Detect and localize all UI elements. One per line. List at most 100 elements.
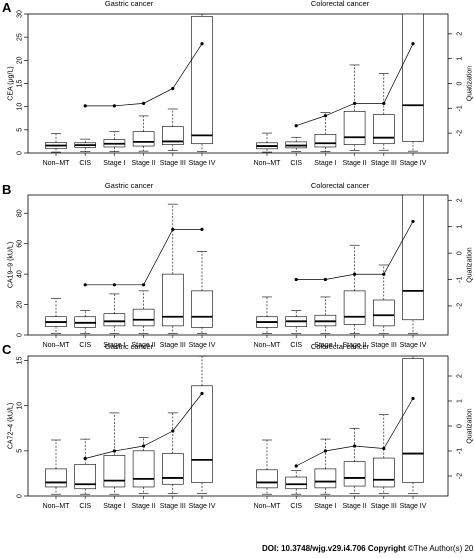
- box-iqr: [343, 290, 366, 325]
- x-tick-label: Non–MT: [43, 503, 71, 510]
- right-axis-label: Quatization: [467, 247, 474, 283]
- right-axis-label: Quatization: [467, 66, 474, 102]
- x-tick-label: Stage IV: [400, 503, 427, 510]
- left-tick-label: 60: [17, 240, 24, 248]
- quantization-point: [294, 464, 298, 468]
- x-tick-label: Non–MT: [43, 342, 71, 349]
- x-tick-label: CIS: [79, 503, 91, 510]
- box-cis: [285, 470, 308, 495]
- y-axis-label: CEA (μg/L): [8, 66, 15, 100]
- box-stage-iv: [191, 14, 213, 152]
- quantization-point: [142, 283, 146, 287]
- box-stage-i: [314, 438, 337, 495]
- left-tick-label: 20: [17, 56, 24, 64]
- right-tick-label: -2: [457, 303, 464, 309]
- box-iqr: [285, 476, 308, 490]
- right-tick-label: 2: [457, 32, 464, 36]
- left-tick-label: 30: [17, 10, 24, 18]
- x-tick-label: Stage IV: [189, 503, 216, 510]
- x-tick-label: Stage IV: [189, 342, 216, 349]
- box-cis: [74, 138, 96, 152]
- footer-copyright-text: ©The Author(s) 2023.: [407, 544, 474, 553]
- quantization-point: [83, 104, 87, 108]
- left-tick-label: 15: [17, 80, 24, 88]
- x-tick-label: Stage I: [103, 342, 125, 349]
- left-tick-label: 15: [17, 357, 24, 365]
- panel-a: A 0 5 10 15 20 25 30 CEA (μg/L) -2 -1 0 1 2 Quatizatio…: [2, 0, 474, 167]
- box-iqr: [162, 126, 184, 145]
- group-title: Colorectal cancer: [311, 181, 370, 190]
- box-iqr: [191, 385, 213, 483]
- quantization-point: [353, 101, 357, 105]
- left-tick-label: 0: [17, 494, 24, 498]
- x-tick-label: Stage I: [314, 503, 336, 510]
- box-iqr: [256, 469, 278, 489]
- box-iqr: [372, 457, 395, 488]
- box-iqr: [191, 290, 213, 328]
- box-non-mt: [256, 296, 278, 334]
- quantization-point: [200, 42, 204, 46]
- group-title: Gastric cancer: [105, 181, 154, 190]
- box-stage-iii: [372, 414, 395, 494]
- box-cis: [74, 310, 96, 334]
- x-tick-label: Non–MT: [254, 342, 282, 349]
- quantization-point: [353, 444, 357, 448]
- x-tick-label: Stage III: [371, 160, 397, 167]
- box-iqr: [132, 308, 155, 327]
- box-stage-i: [103, 131, 126, 152]
- right-tick-label: -1: [457, 105, 464, 111]
- x-tick-label: Stage I: [314, 160, 336, 167]
- box-stage-ii: [132, 290, 155, 334]
- quantization-line: [85, 43, 203, 107]
- panel-c: C 0 5 10 15 CA72–4 (kU/L) -2 -1 0 1 2 Quatization Ga…: [2, 342, 474, 510]
- quantization-point: [200, 391, 204, 396]
- y-axis-label: CA19–9 (kU/L): [8, 242, 15, 288]
- box-stage-i: [314, 296, 337, 334]
- box-stage-iv: [191, 356, 213, 494]
- box-cis: [285, 310, 308, 334]
- box-iqr: [343, 461, 366, 487]
- plot-frame: [27, 194, 449, 336]
- box-iqr: [132, 131, 155, 147]
- box-stage-i: [103, 412, 126, 495]
- box-stage-iv: [402, 356, 424, 494]
- right-axis-label: Quatization: [467, 408, 474, 444]
- quantization-point: [411, 396, 415, 401]
- x-tick-label: Stage I: [314, 342, 336, 349]
- box-stage-iv: [191, 251, 213, 334]
- quantization-point: [112, 449, 116, 453]
- quantization-point: [323, 114, 327, 118]
- left-tick-label: 20: [17, 301, 24, 309]
- quantization-point: [83, 456, 87, 461]
- box-non-mt: [45, 133, 67, 153]
- box-non-mt: [256, 132, 278, 153]
- box-stage-ii: [343, 427, 366, 494]
- box-stage-iii: [162, 108, 184, 151]
- x-tick-label: CIS: [290, 342, 302, 349]
- quantization-point: [382, 101, 386, 105]
- group-title: Gastric cancer: [105, 342, 154, 351]
- x-tick-label: Stage II: [132, 342, 156, 349]
- quantization-point: [112, 104, 116, 108]
- box-iqr: [314, 468, 337, 489]
- box-stage-iv: [402, 195, 424, 334]
- x-tick-label: Stage I: [103, 503, 125, 510]
- box-iqr: [103, 313, 126, 327]
- x-tick-label: Non–MT: [254, 160, 282, 167]
- left-tick-label: 5: [17, 449, 24, 453]
- plot-area: [45, 195, 424, 334]
- box-iqr: [103, 455, 126, 488]
- quantization-point: [411, 219, 415, 224]
- quantization-point: [294, 124, 298, 128]
- box-iqr: [45, 468, 67, 488]
- x-tick-label: Stage III: [160, 503, 186, 510]
- right-tick-label: -1: [457, 276, 464, 282]
- quantization-line: [85, 228, 202, 286]
- x-tick-label: Stage II: [343, 503, 367, 510]
- panel-label: A: [2, 0, 12, 15]
- quantization-point: [171, 227, 175, 231]
- box-stage-iv: [402, 14, 424, 152]
- box-iqr: [343, 111, 366, 145]
- quantization-point: [323, 449, 327, 453]
